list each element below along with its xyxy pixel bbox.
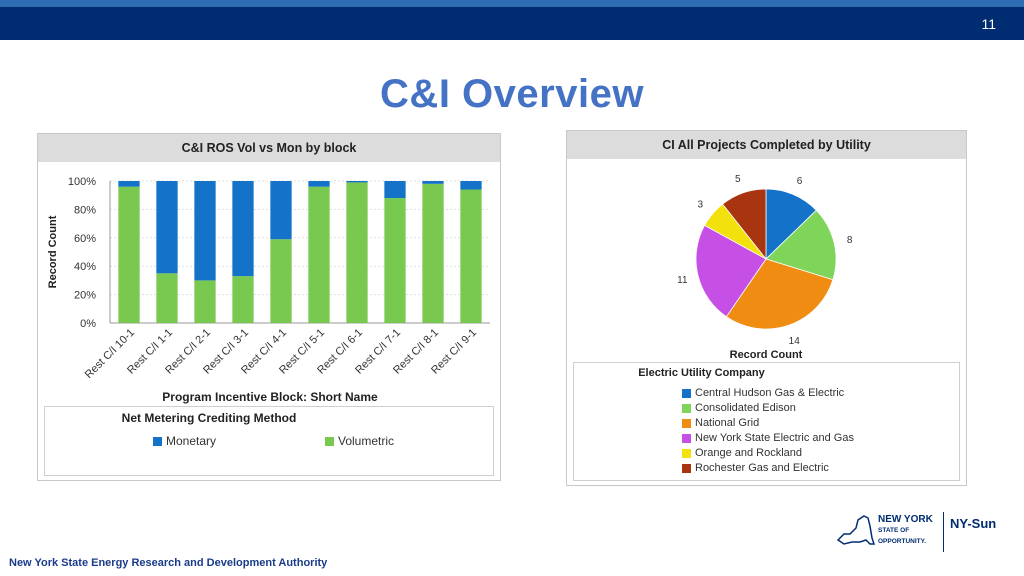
- bar-legend: Net Metering Crediting Method Monetary V…: [44, 406, 494, 476]
- pie-legend-swatch: [682, 403, 691, 413]
- legend-item-monetary: Monetary: [153, 434, 216, 448]
- y-tick-label: 20%: [74, 290, 96, 302]
- slide-title: C&I Overview: [380, 72, 644, 116]
- pie-legend-item: Orange and Rockland: [682, 446, 854, 461]
- bar-chart-title: C&I ROS Vol vs Mon by block: [38, 134, 500, 162]
- pie-legend-swatch: [682, 448, 691, 458]
- bar-chart-panel: C&I ROS Vol vs Mon by block 0% 20% 40% 60% 8…: [37, 133, 501, 481]
- pie-legend-label: New York State Electric and Gas: [695, 432, 854, 444]
- bar-segment-monetary: [118, 181, 140, 187]
- top-stripe: [0, 0, 1024, 7]
- pie-value-label: 6: [797, 176, 803, 187]
- slide-number: 11: [981, 16, 996, 32]
- logo-line2: STATE OF: [878, 527, 910, 534]
- x-axis-title: Program Incentive Block: Short Name: [162, 390, 378, 404]
- new-york-state-map-icon: [836, 515, 876, 545]
- pie-value-label: 8: [847, 235, 853, 246]
- bar-legend-title: Net Metering Crediting Method: [121, 411, 297, 425]
- legend-label-monetary: Monetary: [166, 434, 217, 448]
- logo-line1: NEW YORK: [878, 514, 933, 525]
- y-tick-label: 100%: [68, 176, 96, 188]
- y-tick-label: 80%: [74, 204, 96, 216]
- legend-item-volumetric: Volumetric: [325, 434, 394, 448]
- pie-legend-item: National Grid: [682, 416, 854, 431]
- legend-swatch-monetary: [153, 437, 162, 447]
- pie-slice: [722, 188, 767, 261]
- pie-legend-list: Central Hudson Gas & Electric Consolidate…: [682, 386, 854, 476]
- pie-legend-label: Central Hudson Gas & Electric: [695, 387, 845, 399]
- logo-text: NEW YORK STATE OF OPPORTUNITY.: [878, 515, 933, 547]
- pie-slice: [725, 258, 834, 330]
- pie-legend-swatch: [682, 433, 691, 443]
- pie-legend-label: Consolidated Edison: [695, 402, 796, 414]
- pie-chart: 6 8 14 11 3 5 Record Count: [677, 174, 853, 361]
- legend-swatch-volumetric: [325, 437, 334, 447]
- ny-sun-logo: NY-Sun: [950, 516, 997, 531]
- y-axis-title: Record Count: [47, 215, 59, 288]
- top-banner: 11: [0, 0, 1024, 40]
- bar-segment-volumetric: [270, 239, 292, 323]
- pie-legend: Electric Utility Company Central Hudson …: [573, 362, 960, 481]
- bar-segment-volumetric: [460, 189, 482, 323]
- pie-value-label: 5: [735, 174, 741, 185]
- bar-segment-monetary: [422, 181, 444, 184]
- pie-axis-label: Record Count: [730, 349, 803, 361]
- bar-segment-monetary: [346, 181, 368, 183]
- pie-legend-item: New York State Electric and Gas: [682, 431, 854, 446]
- pie-legend-swatch: [682, 388, 691, 398]
- footer-organization: New York State Energy Research and Devel…: [9, 557, 328, 569]
- bar-segment-monetary: [270, 181, 292, 240]
- bar-segment-volumetric: [422, 183, 444, 323]
- bar-segment-monetary: [384, 181, 406, 199]
- pie-slice: [695, 224, 767, 318]
- bar-segment-volumetric: [156, 273, 178, 323]
- pie-value-label: 14: [789, 336, 801, 347]
- bar-segment-monetary: [194, 181, 216, 281]
- pie-legend-item: Consolidated Edison: [682, 401, 854, 416]
- bar-segment-volumetric: [346, 182, 368, 323]
- pie-slice: [765, 209, 837, 281]
- bar-segment-volumetric: [384, 198, 406, 323]
- pie-chart-title: CI All Projects Completed by Utility: [567, 131, 966, 159]
- pie-legend-swatch: [682, 463, 691, 473]
- bar-segment-monetary: [308, 181, 330, 187]
- bar-segment-monetary: [460, 181, 482, 190]
- pie-legend-label: Orange and Rockland: [695, 447, 803, 459]
- pie-value-label: 11: [677, 275, 688, 286]
- pie-legend-item: Rochester Gas and Electric: [682, 461, 854, 476]
- nyserda-logo: NEW YORK STATE OF OPPORTUNITY. NY-Sun: [834, 508, 1014, 556]
- pie-value-label: 3: [698, 199, 704, 210]
- pie-chart-panel: CI All Projects Completed by Utility 6 8 1…: [566, 130, 967, 486]
- bar-segment-monetary: [232, 181, 254, 277]
- bar-segment-volumetric: [118, 186, 140, 323]
- bar-segment-volumetric: [232, 276, 254, 323]
- bar-segment-monetary: [156, 181, 178, 274]
- bar-segment-volumetric: [308, 186, 330, 323]
- bar-segment-volumetric: [194, 280, 216, 323]
- y-tick-label: 0%: [80, 318, 96, 330]
- pie-slice: [765, 188, 817, 260]
- logo-divider: [943, 512, 944, 552]
- y-tick-label: 40%: [74, 261, 96, 273]
- pie-legend-label: Rochester Gas and Electric: [695, 462, 829, 474]
- pie-legend-label: National Grid: [695, 417, 760, 429]
- pie-legend-swatch: [682, 418, 691, 428]
- logo-line3: OPPORTUNITY.: [878, 538, 927, 545]
- y-tick-label: 60%: [74, 233, 96, 245]
- legend-label-volumetric: Volumetric: [338, 434, 395, 448]
- pie-legend-title: Electric Utility Company: [638, 367, 765, 379]
- pie-legend-item: Central Hudson Gas & Electric: [682, 386, 854, 401]
